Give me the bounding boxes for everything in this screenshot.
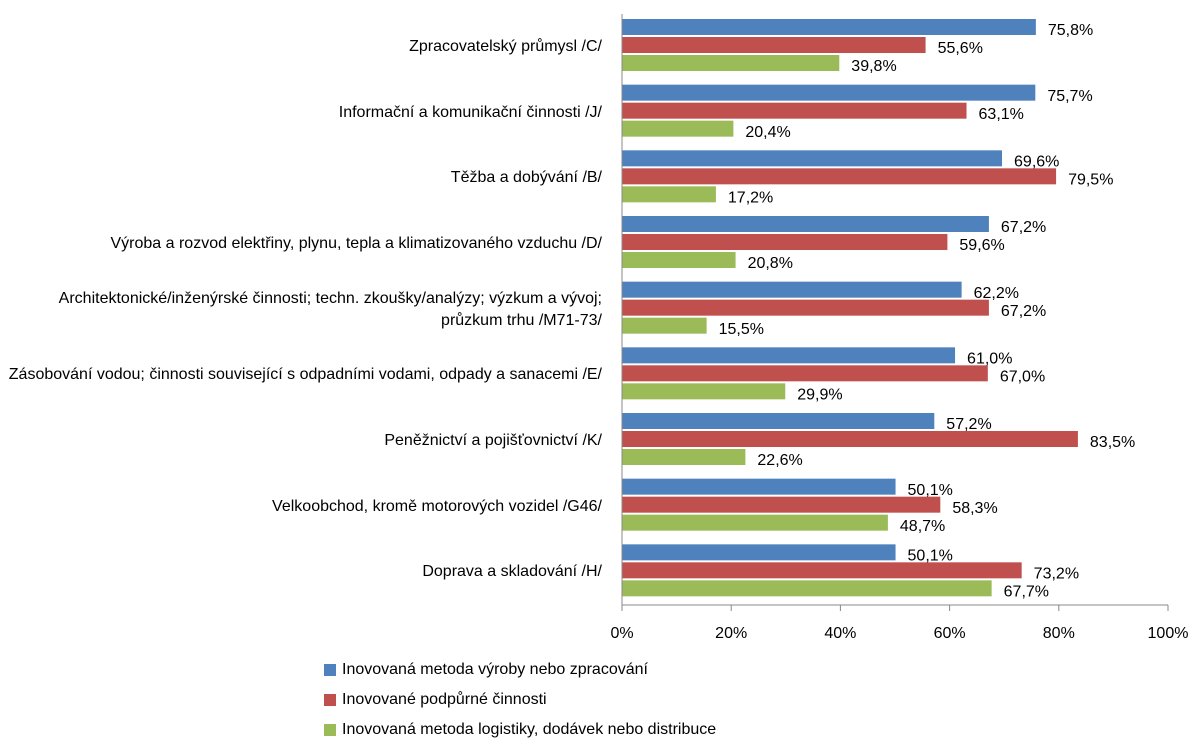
legend-label: Inovovaná metoda výroby nebo zpracování <box>342 661 649 678</box>
bar <box>622 55 840 71</box>
bar <box>622 186 716 203</box>
bar <box>622 317 707 334</box>
bar <box>622 544 896 561</box>
data-label: 63,1% <box>979 106 1024 123</box>
data-label: 20,4% <box>745 124 790 141</box>
bar <box>622 562 1022 579</box>
category-label: Doprava a skladování /H/ <box>422 563 602 581</box>
data-label: 79,5% <box>1068 172 1113 189</box>
category-label: Těžba a dobývání /B/ <box>450 169 602 187</box>
data-label: 61,0% <box>967 351 1012 368</box>
data-label: 50,1% <box>908 482 953 499</box>
data-label: 55,6% <box>938 40 983 57</box>
bar <box>622 150 1003 167</box>
x-tick-label: 0% <box>610 625 633 642</box>
data-label: 67,2% <box>1001 303 1046 320</box>
bar <box>622 299 989 316</box>
category-label: Peněžnictví a pojišťovnictví /K/ <box>384 431 602 449</box>
category-label: Velkoobchod, kromě motorových vozidel /G… <box>272 497 602 515</box>
legend-label: Inovované podpůrné činnosti <box>342 690 547 708</box>
bar <box>622 365 988 382</box>
data-label: 59,6% <box>959 237 1004 254</box>
bar <box>622 37 926 53</box>
x-tick-label: 40% <box>824 625 856 642</box>
bar <box>622 514 888 531</box>
data-label: 73,2% <box>1034 566 1079 583</box>
data-label: 39,8% <box>851 58 896 75</box>
x-tick-label: 100% <box>1148 625 1189 642</box>
x-tick-label: 60% <box>934 625 966 642</box>
data-label: 69,6% <box>1014 154 1059 171</box>
legend-swatch <box>324 664 336 676</box>
legend-label: Inovovaná metoda logistiky, dodávek nebo… <box>342 721 716 738</box>
bar <box>622 478 896 495</box>
data-label: 67,7% <box>1004 584 1049 601</box>
bar <box>622 234 948 250</box>
bar <box>622 413 935 429</box>
data-label: 75,8% <box>1048 22 1093 39</box>
data-label: 48,7% <box>900 518 945 535</box>
data-label: 57,2% <box>946 416 991 433</box>
data-label: 50,1% <box>908 548 953 565</box>
category-label: Informační a komunikační činnosti /J/ <box>338 103 602 121</box>
bar <box>622 449 746 465</box>
bar <box>622 102 967 119</box>
x-tick-label: 20% <box>715 625 747 642</box>
data-label: 22,6% <box>757 452 802 469</box>
bar <box>622 19 1036 35</box>
data-label: 29,9% <box>797 387 842 404</box>
bar <box>622 431 1078 447</box>
category-label: Zpracovatelský průmysl /C/ <box>409 37 602 55</box>
data-label: 83,5% <box>1090 434 1135 451</box>
data-label: 75,7% <box>1047 88 1092 105</box>
bar <box>622 383 786 400</box>
category-label: Architektonické/inženýrské činnosti; tec… <box>58 289 602 329</box>
data-label: 17,2% <box>728 190 773 207</box>
data-label: 67,0% <box>1000 369 1045 386</box>
category-label: Zásobování vodou; činnosti související s… <box>8 366 602 384</box>
bar <box>622 281 962 298</box>
legend-swatch <box>324 724 336 736</box>
bar <box>622 216 989 232</box>
bar <box>622 120 734 137</box>
bar <box>622 580 992 597</box>
data-label: 58,3% <box>952 500 997 517</box>
data-label: 15,5% <box>719 321 764 338</box>
data-label: 20,8% <box>748 255 793 272</box>
x-tick-label: 80% <box>1043 625 1075 642</box>
data-label: 67,2% <box>1001 219 1046 236</box>
bar <box>622 496 941 513</box>
bar <box>622 252 736 268</box>
bar <box>622 168 1057 185</box>
legend-swatch <box>324 694 336 706</box>
bar <box>622 347 956 364</box>
category-label: Výroba a rozvod elektřiny, plynu, tepla … <box>110 234 602 252</box>
data-label: 62,2% <box>974 285 1019 302</box>
bar <box>622 84 1036 101</box>
